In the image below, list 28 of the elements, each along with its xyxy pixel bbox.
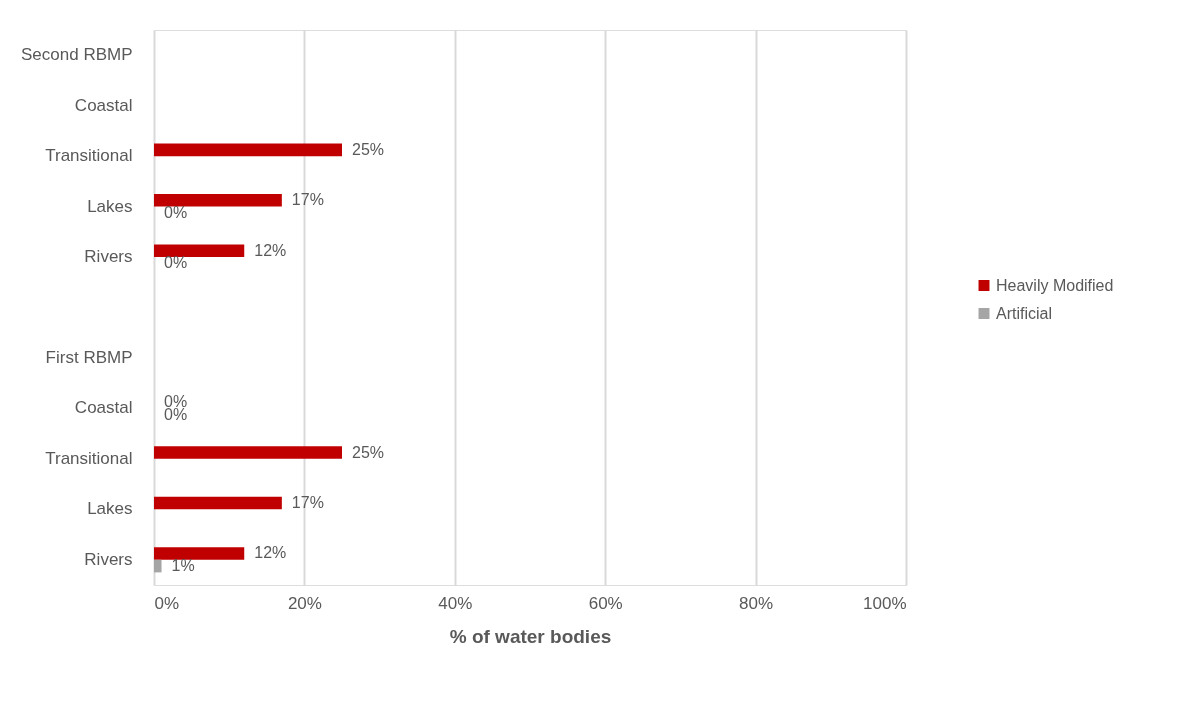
y-tick-label: Rivers	[84, 549, 133, 569]
y-tick-label: Lakes	[87, 499, 133, 519]
y-tick-label: Transitional	[45, 448, 133, 468]
data-label: 17%	[291, 494, 324, 512]
x-axis-title: % of water bodies	[449, 625, 612, 647]
legend-label: Heavily Modified	[996, 276, 1114, 294]
x-tick-label: 40%	[438, 593, 473, 613]
data-label: 12%	[254, 544, 287, 562]
data-label: 17%	[291, 191, 324, 209]
y-tick-label: Lakes	[87, 196, 133, 216]
data-label: 25%	[352, 140, 385, 158]
data-label: 1%	[171, 557, 195, 575]
y-tick-label: First RBMP	[45, 347, 133, 367]
data-label: 25%	[352, 443, 385, 461]
y-tick-label: Coastal	[74, 95, 133, 115]
y-tick-label: Transitional	[45, 146, 133, 166]
y-tick-label: Coastal	[74, 398, 133, 418]
x-tick-label: 60%	[588, 593, 623, 613]
x-tick-label: 0%	[154, 593, 180, 613]
x-tick-label: 20%	[287, 593, 322, 613]
legend-label: Artificial	[996, 304, 1053, 322]
x-tick-label: 100%	[863, 593, 907, 613]
data-label: 0%	[164, 203, 188, 221]
data-label: 12%	[254, 241, 287, 259]
y-tick-label: Rivers	[84, 247, 133, 267]
x-tick-label: 80%	[739, 593, 774, 613]
y-tick-label: Second RBMP	[21, 45, 133, 65]
data-label: 0%	[164, 254, 188, 272]
